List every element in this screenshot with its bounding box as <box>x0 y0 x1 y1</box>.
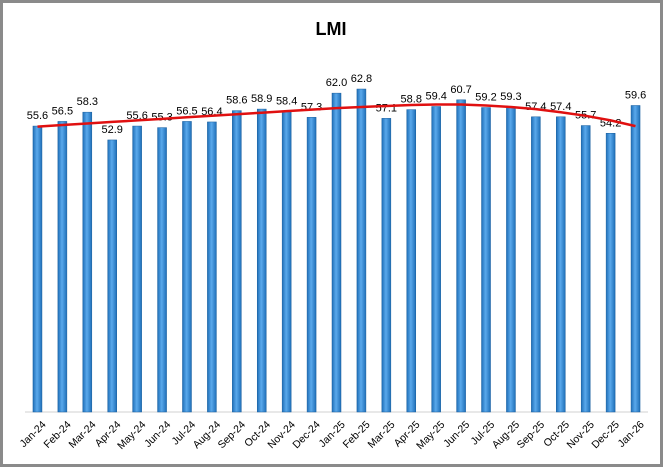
data-label: 57.1 <box>376 102 397 114</box>
data-label: 59.4 <box>425 91 446 103</box>
data-label: 55.3 <box>151 112 172 124</box>
data-label: 55.6 <box>27 110 48 122</box>
bar <box>157 127 167 413</box>
bar <box>556 116 566 413</box>
data-label: 56.5 <box>176 105 197 117</box>
bar <box>381 118 392 413</box>
trend-line <box>37 103 636 128</box>
data-label: 59.6 <box>625 89 646 101</box>
data-label: 57.4 <box>550 101 571 113</box>
data-label: 60.7 <box>450 84 471 96</box>
bar <box>82 111 93 413</box>
bar <box>281 111 292 413</box>
data-label: 59.2 <box>475 92 496 104</box>
bar <box>232 110 242 413</box>
data-label: 59.3 <box>500 91 521 103</box>
data-label: 58.9 <box>251 93 272 105</box>
bar <box>331 92 342 413</box>
bar <box>32 125 43 413</box>
chart-title: LMI <box>316 19 347 39</box>
data-label: 58.3 <box>77 96 98 108</box>
bar <box>531 116 541 413</box>
data-label: 58.6 <box>226 95 247 107</box>
bar <box>107 139 117 413</box>
bar <box>506 106 516 413</box>
bar <box>431 106 441 413</box>
bar <box>605 133 616 413</box>
bar <box>481 107 491 413</box>
data-label: 57.3 <box>301 101 322 113</box>
bar <box>630 105 641 413</box>
bar <box>406 109 417 413</box>
bar <box>456 99 466 413</box>
bar <box>580 125 591 413</box>
bar <box>356 88 367 413</box>
bar <box>57 121 68 413</box>
data-label: 62.8 <box>351 73 372 85</box>
bar <box>306 117 317 413</box>
bar <box>182 121 192 413</box>
bar <box>256 108 267 413</box>
data-label: 58.4 <box>276 96 297 108</box>
bar <box>207 121 217 413</box>
data-label: 56.5 <box>52 105 73 117</box>
data-label: 58.8 <box>401 94 422 106</box>
data-label: 52.9 <box>102 124 123 136</box>
bar <box>132 125 142 413</box>
data-label: 62.0 <box>326 77 347 89</box>
